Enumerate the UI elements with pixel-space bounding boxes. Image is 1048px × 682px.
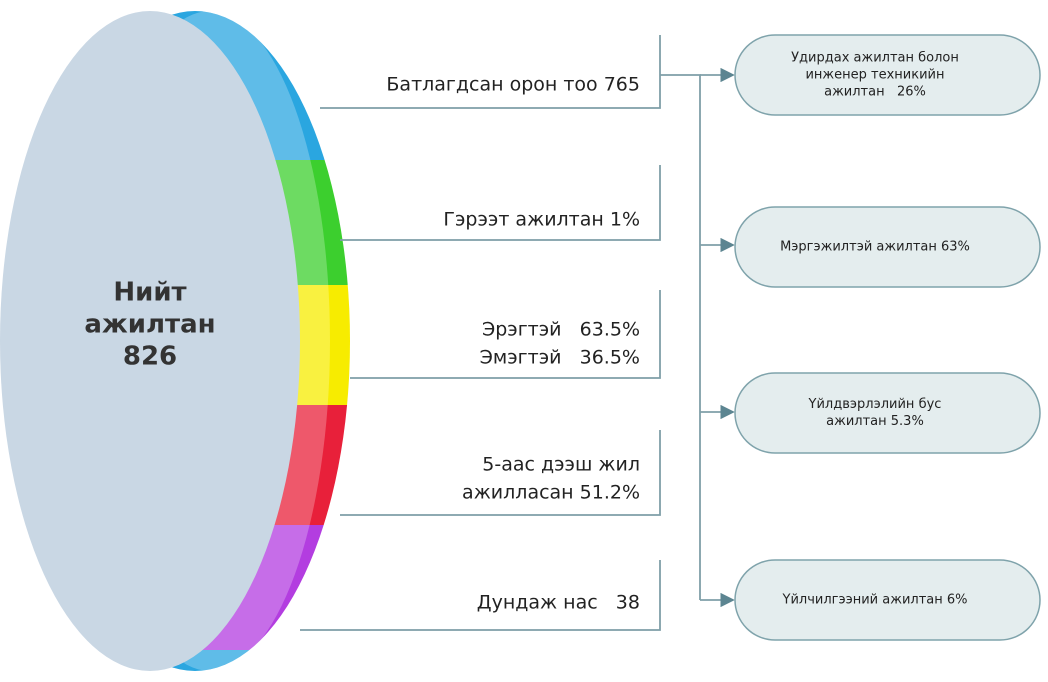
- boxes: Удирдах ажилтан болон инженер техникийн аж…: [735, 35, 1040, 640]
- center-text: Нийт: [113, 278, 186, 308]
- center-text: 826: [123, 342, 177, 372]
- stat-text: 5-аас дээш жил: [482, 454, 640, 476]
- stat-text: Эрэгтэй 63.5%: [482, 319, 640, 341]
- box-text: Үйлдвэрлэлийн бус: [808, 397, 942, 412]
- stat-text: Батлагдсан орон тоо 765: [386, 74, 640, 96]
- center-text: ажилтан: [84, 310, 215, 340]
- box-text: Мэргэжилтэй ажилтан 63%: [780, 240, 970, 255]
- box-text: ажилтан 5.3%: [826, 414, 924, 429]
- stat-text: Дундаж нас 38: [477, 592, 640, 614]
- box-text: Удирдах ажилтан болон: [791, 51, 959, 66]
- stats: Батлагдсан орон тоо 765 Гэрээт ажилтан 1%…: [386, 74, 640, 614]
- stat-text: Эмэгтэй 36.5%: [480, 347, 640, 369]
- box-text: инженер техникийн: [805, 68, 944, 83]
- stat-text: ажилласан 51.2%: [462, 482, 640, 504]
- box-text: Үйлчилгээний ажилтан 6%: [782, 593, 968, 608]
- box: [735, 373, 1040, 453]
- stat-text: Гэрээт ажилтан 1%: [443, 209, 640, 231]
- connectors: [660, 75, 733, 600]
- diagram: Нийтажилтан826 Батлагдсан орон тоо 765 Гэ…: [0, 0, 1048, 682]
- box-text: ажилтан 26%: [824, 85, 926, 100]
